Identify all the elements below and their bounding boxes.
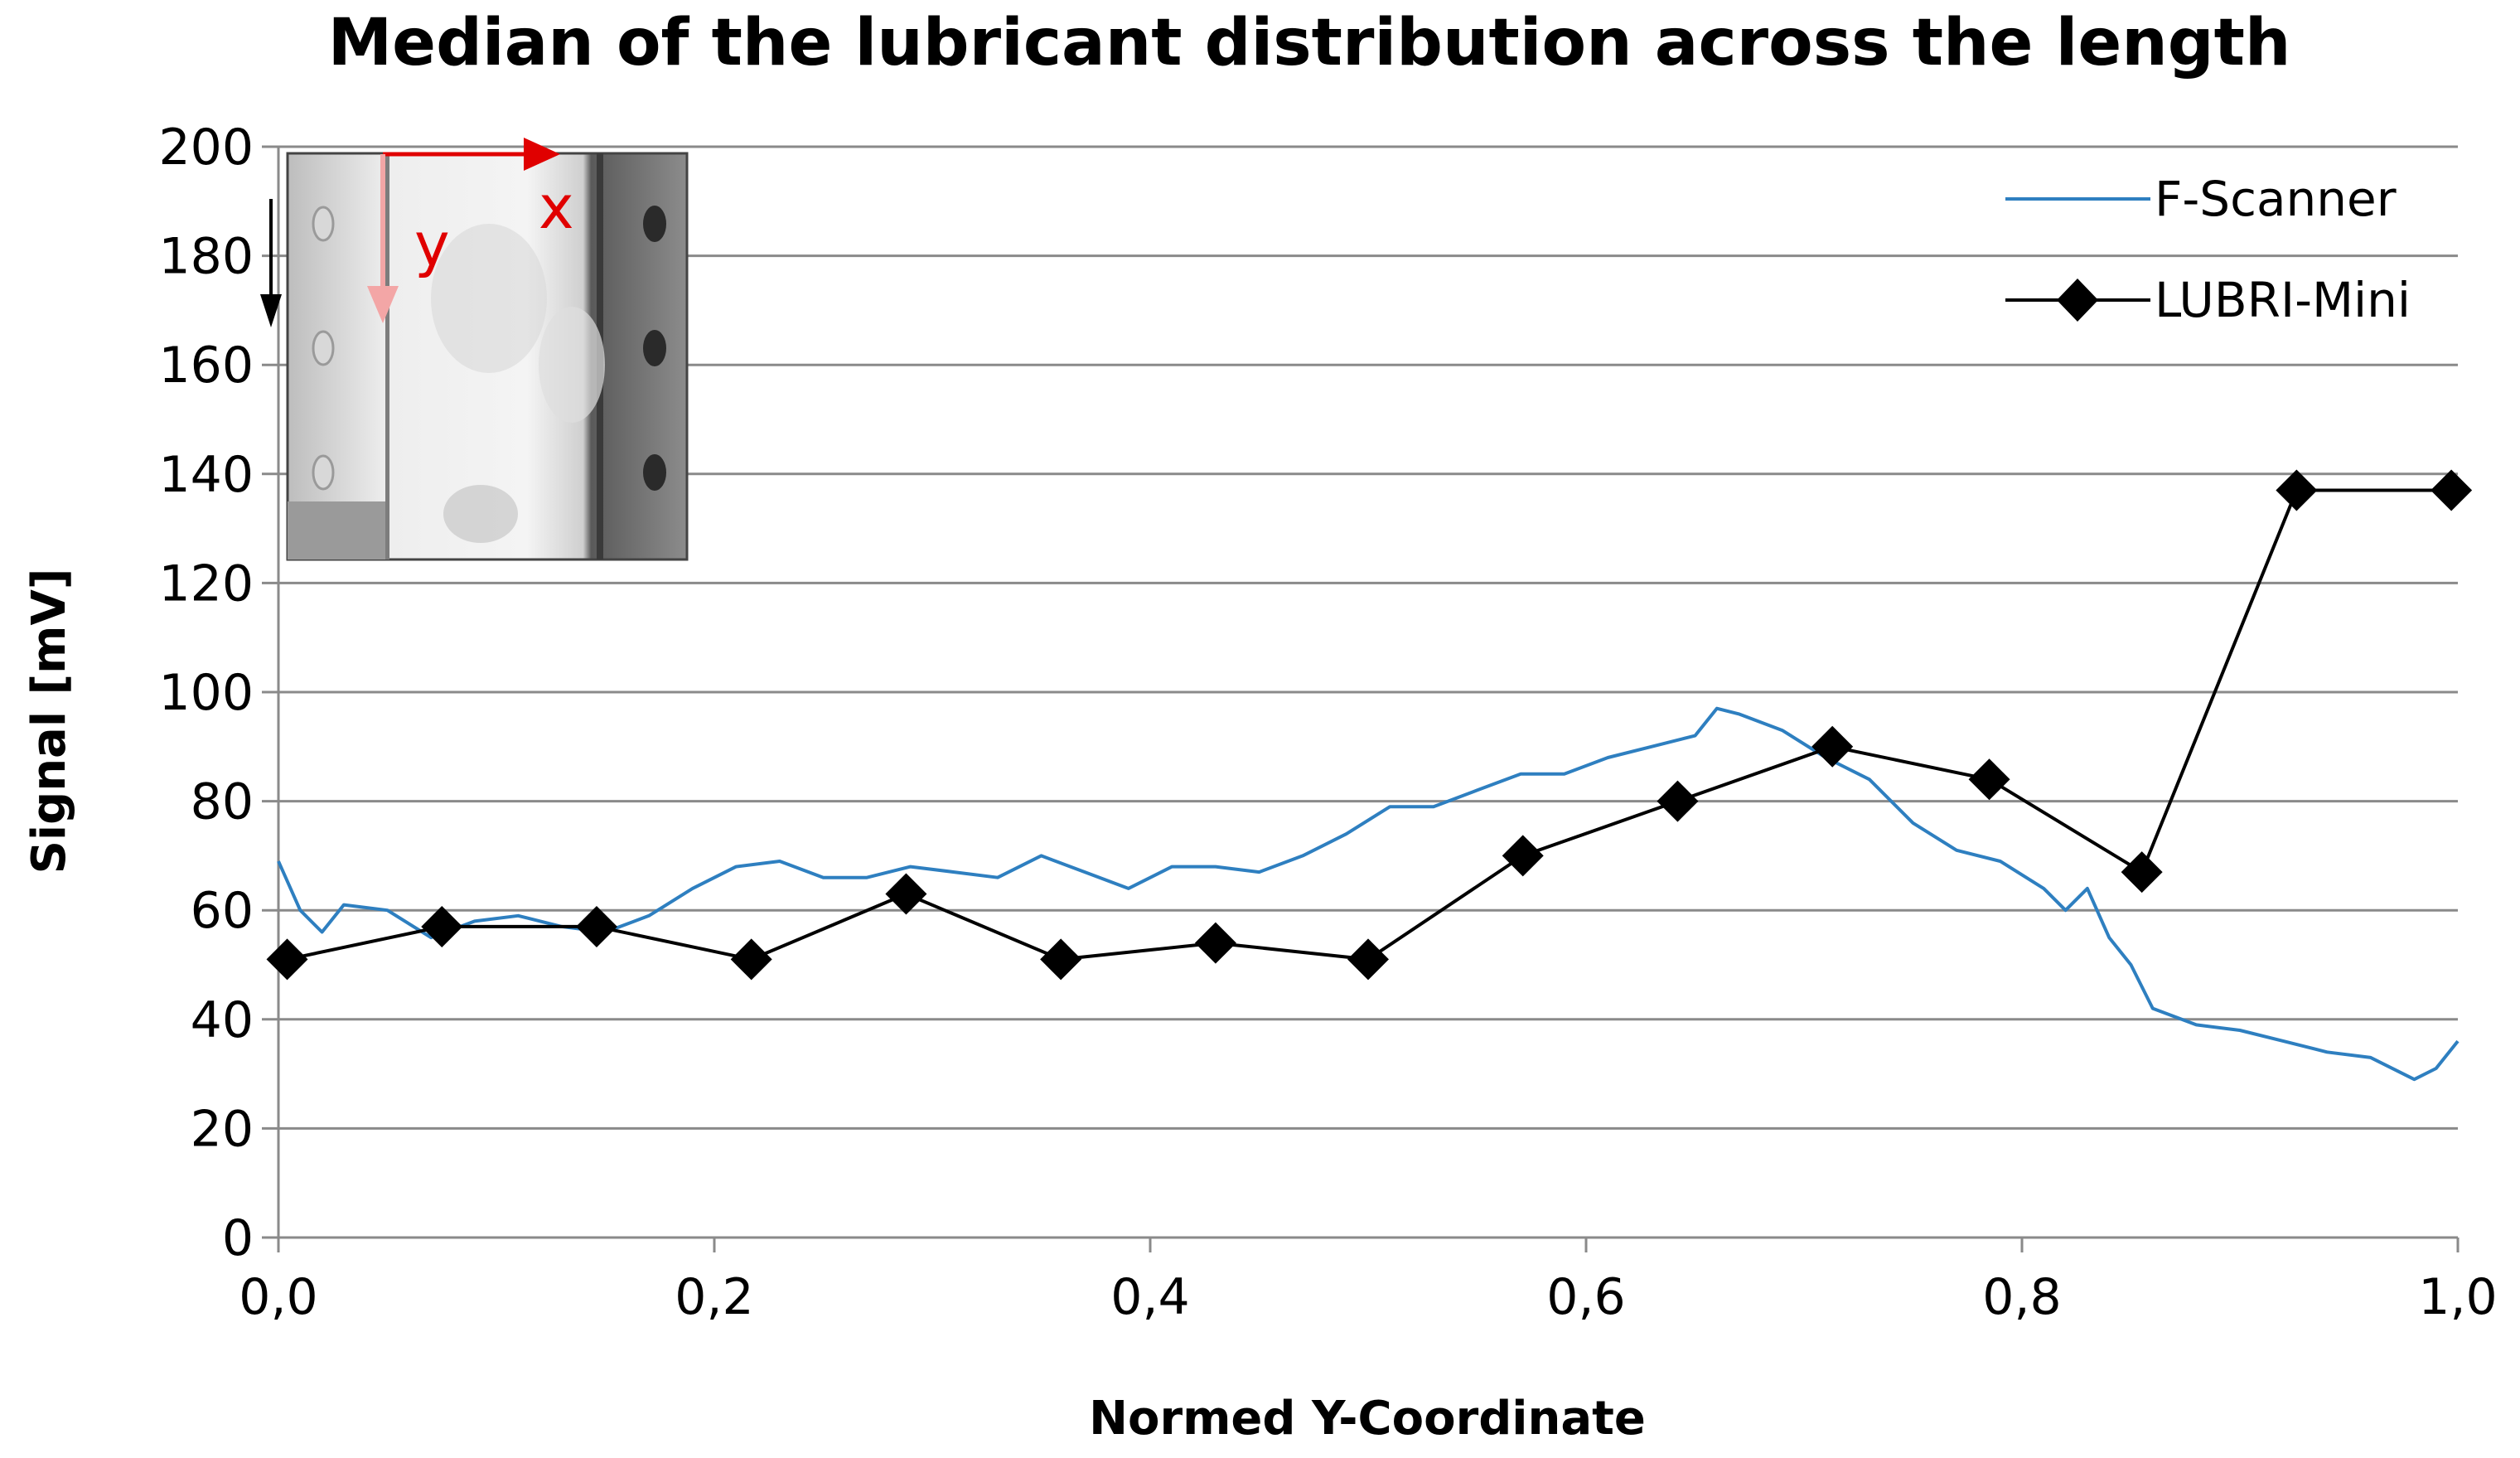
y-tick-label: 140 bbox=[158, 446, 254, 504]
legend-label-lubri-mini: LUBRI-Mini bbox=[2155, 272, 2411, 328]
x-tick-label: 0,0 bbox=[239, 1268, 317, 1326]
data-point-lubri-mini bbox=[1968, 758, 2010, 801]
x-tick-label: 0,4 bbox=[1110, 1268, 1189, 1326]
y-tick-label: 60 bbox=[191, 882, 254, 940]
grid-lines bbox=[262, 145, 2458, 1239]
x-axis-label: Normed Y-Coordinate bbox=[1089, 1392, 1646, 1446]
data-point-lubri-mini bbox=[885, 873, 927, 915]
data-point-lubri-mini bbox=[575, 905, 617, 947]
inset-black-arrowhead bbox=[260, 294, 282, 327]
data-point-lubri-mini bbox=[2276, 469, 2318, 511]
y-tick-label: 20 bbox=[191, 1100, 254, 1158]
data-point-lubri-mini bbox=[421, 905, 463, 947]
data-point-lubri-mini bbox=[1194, 922, 1236, 964]
data-point-lubri-mini bbox=[1811, 725, 1854, 768]
series-layer bbox=[266, 469, 2473, 1082]
y-tick-label: 80 bbox=[191, 773, 254, 831]
y-tick-label: 180 bbox=[158, 228, 254, 286]
inset-x-label: x bbox=[539, 172, 574, 242]
y-tick-label: 200 bbox=[158, 119, 254, 177]
y-tick-label: 0 bbox=[222, 1209, 254, 1267]
data-point-lubri-mini bbox=[1502, 835, 1544, 877]
x-tick-label: 0,6 bbox=[1546, 1268, 1625, 1326]
x-tick-label: 1,0 bbox=[2418, 1268, 2497, 1326]
y-axis-label: Signal [mV] bbox=[22, 569, 76, 874]
data-point-lubri-mini bbox=[1657, 780, 1699, 822]
data-point-lubri-mini bbox=[2431, 469, 2473, 511]
series-line-f-scanner bbox=[277, 706, 2460, 1082]
legend: F-Scanner LUBRI-Mini bbox=[2005, 171, 2411, 328]
x-tick-label: 0,2 bbox=[675, 1268, 753, 1326]
y-tick-label: 160 bbox=[158, 337, 254, 395]
x-tick-label: 0,8 bbox=[1982, 1268, 2061, 1326]
inset-y-label: y bbox=[414, 210, 450, 279]
data-point-lubri-mini bbox=[1040, 938, 1082, 981]
legend-marker-lubri-mini bbox=[2057, 279, 2098, 322]
inset-y-arrowhead bbox=[367, 286, 399, 323]
legend-label-f-scanner: F-Scanner bbox=[2155, 171, 2397, 227]
x-tick-labels: 0,0 0,2 0,4 0,6 0,8 1,0 bbox=[239, 1268, 2497, 1326]
axes bbox=[277, 147, 2460, 1252]
y-tick-label: 40 bbox=[191, 991, 254, 1049]
y-tick-labels: 0 20 40 60 80 100 120 140 160 180 200 bbox=[158, 119, 254, 1267]
data-point-lubri-mini bbox=[730, 938, 772, 981]
data-point-lubri-mini bbox=[266, 938, 308, 981]
y-tick-label: 120 bbox=[158, 555, 254, 613]
chart-title: Median of the lubricant distribution acr… bbox=[328, 6, 2291, 80]
data-point-lubri-mini bbox=[1347, 938, 1389, 981]
inset-x-arrowhead bbox=[524, 138, 560, 171]
inset-photo: x y bbox=[260, 138, 689, 561]
data-point-lubri-mini bbox=[2121, 851, 2163, 894]
y-tick-label: 100 bbox=[158, 664, 254, 722]
